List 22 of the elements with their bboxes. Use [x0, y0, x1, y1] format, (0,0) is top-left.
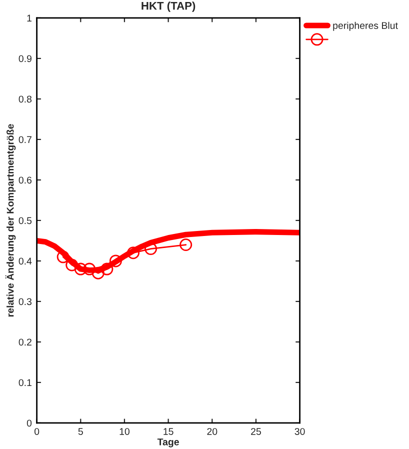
y-axis-title: relative Änderung der Kompartmentgröße	[5, 124, 16, 317]
x-tick-label: 30	[294, 428, 305, 435]
x-tick-label: 0	[34, 428, 40, 435]
y-tick-label: 0.7	[18, 136, 32, 144]
y-tick-label: 0.6	[18, 176, 32, 184]
y-tick-label: 0.4	[18, 258, 32, 265]
y-tick-label: 0.1	[18, 379, 32, 386]
x-tick-label: 15	[164, 428, 174, 435]
x-tick-label: 5	[78, 428, 83, 435]
x-tick-label: 20	[207, 428, 218, 435]
chart-title: HKT (TAP)	[142, 2, 196, 12]
legend-label: peripheres Blut	[333, 22, 398, 31]
y-tick-label: 1	[27, 14, 32, 22]
y-tick-label: 0.2	[18, 338, 32, 346]
y-tick-label: 0.5	[18, 217, 32, 224]
y-tick-label: 0.3	[18, 298, 32, 306]
x-tick-label: 10	[120, 428, 130, 435]
y-tick-label: 0.8	[18, 96, 32, 103]
x-axis-title: Tage	[157, 438, 179, 448]
y-tick-label: 0.9	[18, 55, 32, 62]
x-tick-label: 25	[251, 428, 261, 435]
y-tick-label: 0	[26, 420, 32, 427]
